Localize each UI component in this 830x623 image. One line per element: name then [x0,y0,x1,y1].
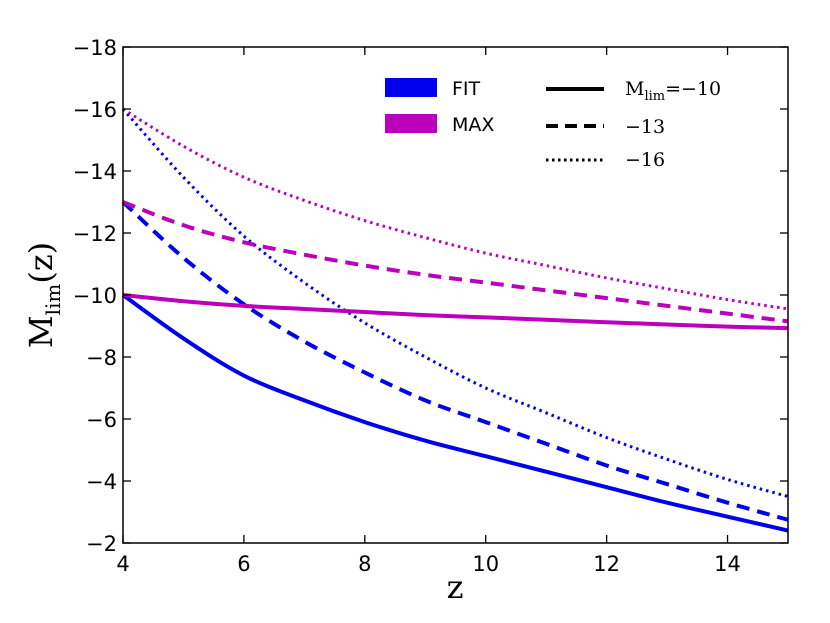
y-tick-label: −12 [73,222,117,246]
y-tick-label: −16 [73,98,117,122]
y-tick-label: −4 [86,470,117,494]
legend-label-solid-prefix: M [625,78,644,100]
series-line-fit-solid [121,293,789,533]
y-tick-label: −14 [73,160,117,184]
legend-label-dashed: −13 [625,116,665,138]
legend-label-dotted: −16 [625,149,665,171]
x-axis-label: z [447,568,464,606]
legend-label-solid: Mlim=−10 [625,78,721,104]
series-line-max-dashed [122,200,789,324]
legend: FIT MAX Mlim=−10 −13 −16 [385,78,721,171]
x-tick-label: 4 [116,552,129,576]
y-tick-label: −8 [86,346,117,370]
x-tick-label: 12 [593,552,620,576]
x-tick-label: 6 [237,552,250,576]
y-axis-label-suffix: (z) [22,242,60,284]
y-axis-label-sub: lim [41,284,65,316]
legend-label-fit: FIT [452,78,481,100]
y-axis-label-main: M [22,315,60,348]
series-line-max-solid [122,293,789,331]
series-line-fit-dashed [121,200,789,522]
y-tick-label: −6 [86,408,117,432]
x-tick-label: 10 [472,552,499,576]
series-line-max-dotted [122,107,789,311]
legend-label-max: MAX [452,114,494,136]
x-axis-ticks: 4 6 8 10 12 14 [116,47,741,576]
legend-label-solid-value: =−10 [665,78,721,100]
legend-swatch-max [385,114,437,133]
y-axis-label: Mlim(z) [22,242,65,348]
series-line-fit-dotted [121,108,789,498]
y-tick-label: −10 [73,284,117,308]
legend-swatch-fit [385,78,437,97]
y-tick-label: −2 [86,532,117,556]
y-axis-ticks: −2 −4 −6 −8 −10 −12 −14 −16 −18 [73,36,788,556]
x-tick-label: 8 [358,552,371,576]
x-tick-label: 14 [714,552,741,576]
legend-label-solid-sub: lim [644,89,665,104]
y-tick-label: −18 [73,36,117,60]
series-lines [121,107,789,533]
